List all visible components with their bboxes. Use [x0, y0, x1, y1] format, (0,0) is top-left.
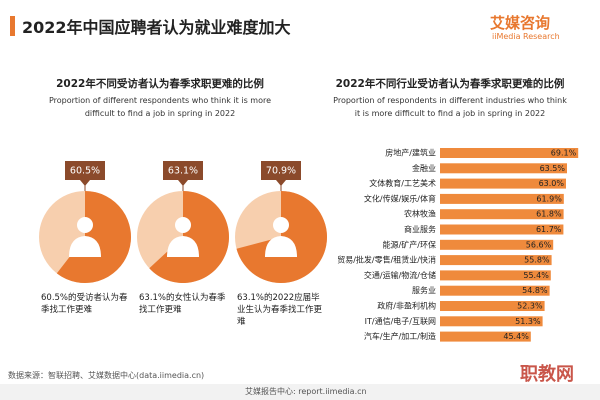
bar [440, 301, 545, 311]
value-label: 60.5% [70, 166, 100, 177]
value-label: 52.3% [517, 302, 543, 311]
value-label: 56.6% [526, 240, 552, 249]
bar [440, 209, 564, 220]
bar [440, 270, 551, 281]
footer-bar [0, 384, 600, 400]
chart-title: 2022年不同行业受访者认为春季求职更难的比例 [335, 78, 565, 90]
value-label: 69.1% [551, 149, 577, 158]
value-label: 54.8% [522, 286, 548, 295]
logo: 艾媒咨询 [490, 14, 551, 32]
logo-subtitle: iiMedia Research [492, 32, 560, 41]
value-label: 63.1% [168, 166, 198, 177]
y-tick-label: IT/通信/电子/互联网 [365, 316, 436, 326]
bar [440, 316, 543, 327]
main-title: 2022年中国应聘者认为就业难度加大 [22, 18, 291, 37]
flag-tip [178, 180, 188, 186]
chart-subtitle: Proportion of respondents in different i… [333, 96, 567, 118]
flag-tip [276, 180, 286, 186]
value-label: 55.8% [524, 256, 550, 265]
bar [440, 193, 564, 204]
pie-caption: 63.1%的女性认为春季找工作更难 [139, 293, 226, 315]
value-label: 45.4% [503, 332, 529, 341]
y-tick-label: 农林牧渔 [404, 209, 436, 219]
y-tick-label: 贸易/批发/零售/租赁业/快消 [337, 255, 436, 265]
title-accent [10, 16, 15, 36]
flag [65, 161, 105, 180]
value-label: 61.7% [536, 225, 562, 234]
y-tick-label: 商业服务 [404, 224, 436, 234]
bar [440, 224, 564, 235]
flag-tip [80, 180, 90, 186]
bar [440, 148, 579, 158]
chart-subtitle: Proportion of different respondents who … [48, 96, 272, 118]
footer-report: 艾媒报告中心: report.iimedia.cn [245, 387, 367, 396]
value-label: 55.4% [523, 271, 549, 280]
person-icon-head [273, 217, 289, 233]
value-label: 63.0% [539, 179, 565, 188]
pie-sector [149, 191, 229, 283]
person-icon-body [69, 236, 101, 257]
person-icon-body [167, 236, 199, 257]
y-tick-label: 房地产/建筑业 [385, 148, 436, 158]
pie-caption: 60.5%的受访者认为春季找工作更难 [41, 293, 128, 315]
chart-title: 2022年不同受访者认为春季求职更难的比例 [56, 78, 264, 90]
source: 数据来源：智联招聘、艾媒数据中心(data.iimedia.cn) [8, 371, 205, 380]
y-tick-label: 服务业 [412, 285, 436, 295]
y-tick-label: 政府/非盈利机构 [377, 301, 436, 311]
value-label: 63.5% [540, 164, 566, 173]
watermark: 职教网 [520, 364, 574, 385]
y-tick-label: 汽车/生产/加工/制造 [364, 331, 436, 341]
y-tick-label: 金融业 [412, 163, 436, 173]
flag [261, 161, 301, 180]
value-label: 61.8% [536, 210, 562, 219]
pie-caption: 63.1%的2022应届毕业生认为春季找工作更难 [237, 293, 323, 327]
person-icon-head [175, 217, 191, 233]
y-tick-label: 能源/矿产/环保 [383, 239, 436, 249]
pie-sector [56, 191, 131, 283]
bar [440, 331, 531, 342]
person-icon-body [265, 236, 297, 257]
flag [163, 161, 203, 180]
value-label: 51.3% [515, 317, 541, 326]
bar [440, 255, 552, 266]
bar [440, 239, 554, 250]
y-tick-label: 文体教育/工艺美术 [369, 178, 436, 188]
y-tick-label: 交通/运输/物流/仓储 [364, 270, 436, 280]
bar [440, 178, 566, 189]
value-label: 70.9% [266, 166, 296, 177]
value-label: 61.9% [536, 194, 562, 203]
bar [440, 285, 550, 296]
y-tick-label: 文化/传媒/娱乐/体育 [364, 193, 436, 203]
bar [440, 163, 567, 174]
person-icon-head [77, 217, 93, 233]
